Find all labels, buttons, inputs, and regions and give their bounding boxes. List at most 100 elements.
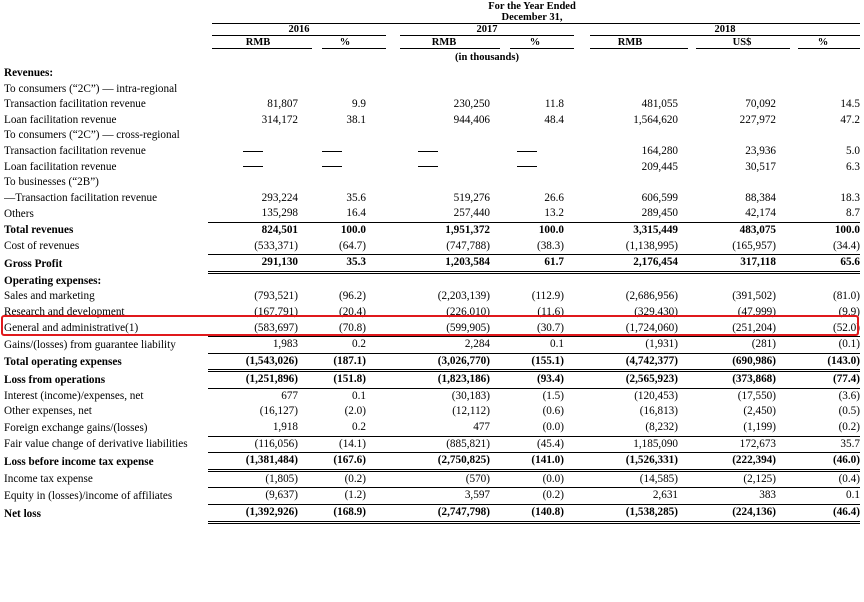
row-value: 9.9 <box>352 98 366 111</box>
row-value: 65.6 <box>776 254 860 274</box>
row-value <box>490 175 564 191</box>
row-value <box>776 66 860 82</box>
row-value: (2,203,139) <box>437 290 490 303</box>
row-value <box>490 82 564 98</box>
row-value <box>298 66 366 82</box>
row-value <box>776 272 860 289</box>
row-value: 23,936 <box>745 144 776 157</box>
row-value: 30,517 <box>745 160 776 173</box>
row-value: (0.4) <box>776 470 860 489</box>
row-value: (38.3) <box>490 238 564 256</box>
row-value: 2,631 <box>564 487 678 506</box>
row-value: 481,055 <box>641 98 678 111</box>
row-value: 61.7 <box>490 254 564 274</box>
period-heading-rule <box>212 23 860 24</box>
row-value: 383 <box>678 487 776 506</box>
row-label: To businesses (“2B”) <box>4 176 99 189</box>
row-value: 0.1 <box>776 487 860 506</box>
row-value <box>298 175 366 191</box>
row-label: Research and development <box>4 305 125 318</box>
row-value: (140.8) <box>490 504 564 524</box>
row-value: (17,550) <box>737 389 776 402</box>
row-value <box>678 66 776 82</box>
row-value: 257,440 <box>366 206 490 223</box>
table-row: Loan facilitation revenue 209,445 30,517 6.… <box>4 160 860 176</box>
row-value: 18.3 <box>840 191 860 204</box>
row-label: Total operating expenses <box>4 356 122 369</box>
row-label: Revenues: <box>4 67 54 79</box>
row-value <box>490 128 564 144</box>
row-value: (155.1) <box>490 353 564 373</box>
table-row: To businesses (“2B”) <box>4 175 860 191</box>
dash-value <box>366 144 490 160</box>
row-value: (141.0) <box>490 452 564 472</box>
row-value: (30,183) <box>451 389 490 402</box>
table-row: Total operating expenses (1,543,026) (187.… <box>4 353 860 373</box>
sales-and-marketing-highlight <box>1 315 859 336</box>
row-value: 1,564,620 <box>633 113 678 126</box>
row-value: (1,931) <box>564 336 678 354</box>
row-value: 38.1 <box>346 113 366 126</box>
row-value: (3,026,770) <box>366 353 490 373</box>
row-value: (885,821) <box>366 436 490 454</box>
em-dash <box>418 150 438 152</box>
table-row: Fair value change of derivative liabilit… <box>4 436 860 454</box>
row-label: Loan facilitation revenue <box>4 160 117 173</box>
row-value: 172,673 <box>678 436 776 454</box>
row-value: (0.0) <box>490 420 564 437</box>
dash-value <box>490 144 564 160</box>
row-value: (2,565,923) <box>564 370 678 389</box>
row-value <box>678 82 776 98</box>
row-value: (81.0) <box>832 290 860 303</box>
row-value: (391,502) <box>732 290 776 303</box>
row-value: 230,250 <box>453 98 490 111</box>
row-value: (1,724,060) <box>564 320 678 338</box>
row-value: 81,807 <box>267 98 298 111</box>
row-value: (16,813) <box>639 405 678 418</box>
row-value: (34.4) <box>776 238 860 256</box>
row-value: 824,501 <box>261 223 298 236</box>
row-value: (2.0) <box>344 405 366 418</box>
row-label: Transaction facilitation revenue <box>4 98 146 111</box>
row-label: Loss before income tax expense <box>4 455 154 468</box>
row-value: (222,394) <box>678 452 776 472</box>
row-value: (1,138,995) <box>564 238 678 256</box>
unit-2018-pct-rule <box>798 48 860 49</box>
row-value: (45.4) <box>490 436 564 454</box>
table-row: Other expenses, net (16,127) (2.0) (12,112)… <box>4 404 860 420</box>
row-value: (1,381,484) <box>208 452 298 472</box>
row-value: (9.9) <box>838 305 860 318</box>
year-2018: 2018 <box>714 24 736 35</box>
row-value <box>366 175 490 191</box>
row-value <box>776 175 860 191</box>
row-value <box>366 66 490 82</box>
table-row: Foreign exchange gains/(losses) 1,918 0.2 4… <box>4 420 860 437</box>
row-value: (4,742,377) <box>564 353 678 373</box>
row-value: 6.3 <box>846 160 860 173</box>
row-value <box>564 128 678 144</box>
row-label: Gross Profit <box>4 257 63 270</box>
row-value: (0.0) <box>490 470 564 489</box>
row-value <box>366 128 490 144</box>
row-value <box>208 272 298 289</box>
row-value: (46.0) <box>776 452 860 472</box>
row-label: Fair value change of derivative liabilit… <box>4 438 188 451</box>
table-row: Gross Profit 291,130 35.3 1,203,584 61.7 2,17… <box>4 254 860 274</box>
row-value: (2,747,798) <box>366 504 490 524</box>
row-value: 88,384 <box>745 191 776 204</box>
row-value: (533,371) <box>208 238 298 256</box>
row-value: 677 <box>281 389 298 402</box>
table-row: Loan facilitation revenue 314,172 38.1 944,… <box>4 113 860 129</box>
row-value: 209,445 <box>641 160 678 173</box>
row-value: (226,010) <box>446 305 490 318</box>
row-value: (0.1) <box>776 336 860 354</box>
row-value: 26.6 <box>544 191 564 204</box>
unit-2016-rmb-rule <box>212 48 312 49</box>
row-value: 519,276 <box>453 191 490 204</box>
row-label: Foreign exchange gains/(losses) <box>4 421 148 434</box>
table-row: Equity in (losses)/income of affiliates (… <box>4 487 860 506</box>
row-value: (0.2) <box>776 420 860 437</box>
period-heading-line1: For the Year Ended <box>488 1 576 12</box>
row-label: Sales and marketing <box>4 290 95 303</box>
row-value: 1,918 <box>208 420 298 437</box>
